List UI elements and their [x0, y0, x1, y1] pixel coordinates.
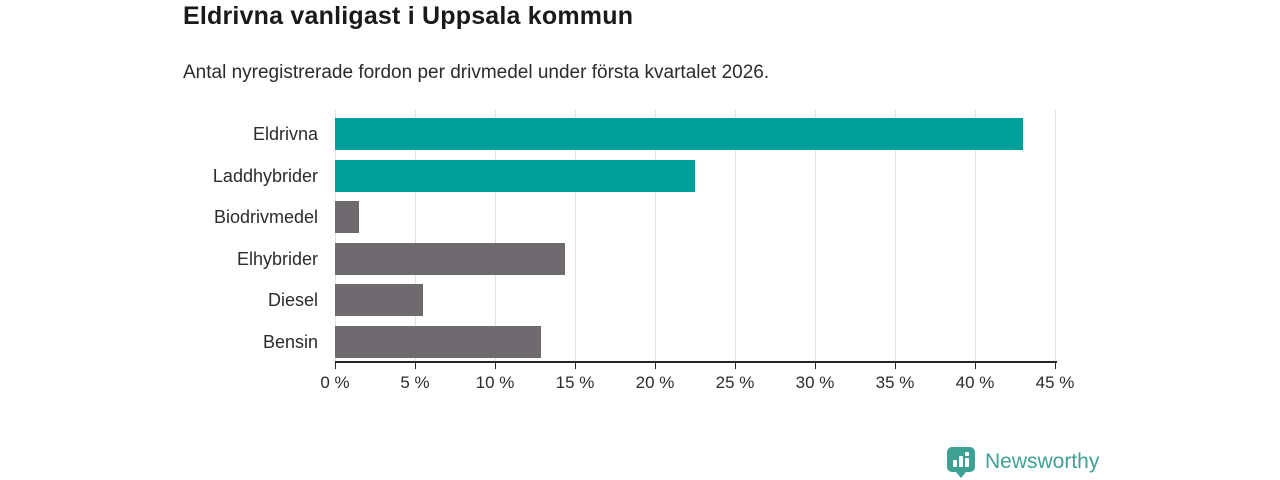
bar-diesel [335, 284, 423, 317]
plot-area: Eldrivna Laddhybrider Biodrivmedel Elhybrid… [213, 110, 1074, 392]
bar-elhybrider [335, 242, 566, 275]
x-axis-tick [735, 362, 736, 369]
gridline [895, 110, 896, 362]
bar-bensin [335, 325, 542, 358]
x-axis-tick [575, 362, 576, 369]
bar-row: Laddhybrider [213, 159, 1055, 192]
gridline [815, 110, 816, 362]
x-axis-tick-label: 25 % [715, 373, 755, 392]
gridline [735, 110, 736, 362]
bar-row: Diesel [268, 284, 1055, 317]
x-axis-tick [655, 362, 656, 369]
x-axis-tick [895, 362, 896, 369]
category-label: Laddhybrider [212, 165, 318, 186]
bar-rows: Eldrivna Laddhybrider Biodrivmedel Elhybrid… [213, 118, 1055, 358]
x-axis-tick [415, 362, 416, 369]
category-label: Elhybrider [236, 248, 318, 269]
gridline [335, 110, 336, 362]
brand-name: Newsworthy [985, 450, 1100, 473]
x-axis-tick-label: 35 % [875, 373, 915, 392]
gridline [975, 110, 976, 362]
bar-biodrivmedel [335, 201, 359, 234]
bar-laddhybrider [335, 159, 695, 192]
x-axis-tick-label: 5 % [400, 373, 430, 392]
gridline [575, 110, 576, 362]
gridline [415, 110, 416, 362]
x-axis-tick [335, 362, 336, 369]
chart-title: Eldrivna vanligast i Uppsala kommun [183, 2, 634, 30]
category-label: Diesel [267, 290, 318, 311]
chart-subtitle: Antal nyregistrerade fordon per drivmede… [183, 62, 770, 83]
x-axis-tick [495, 362, 496, 369]
category-label: Biodrivmedel [213, 207, 318, 228]
x-axis-tick-label: 20 % [635, 373, 675, 392]
bar-row: Biodrivmedel [214, 201, 1055, 234]
x-axis-line [335, 361, 1057, 363]
x-axis-tick-label: 45 % [1035, 373, 1075, 392]
brand-footer: Newsworthy [946, 446, 1099, 478]
gridline [1055, 110, 1056, 362]
x-axis-tick-label: 40 % [955, 373, 995, 392]
gridline [495, 110, 496, 362]
bar-row: Eldrivna [253, 118, 1055, 150]
category-label: Eldrivna [252, 124, 318, 144]
x-axis-tick-label: 10 % [475, 373, 515, 392]
x-axis-tick [1055, 362, 1056, 369]
x-axis-tick-label: 0 % [320, 373, 350, 392]
category-label: Bensin [262, 331, 318, 352]
bar-eldrivna [335, 118, 1023, 150]
bar-row: Elhybrider [237, 242, 1055, 275]
gridline [655, 110, 656, 362]
bar-row: Bensin [263, 325, 1055, 358]
x-axis-tick-label: 15 % [555, 373, 595, 392]
x-axis-tick [975, 362, 976, 369]
x-axis-tick [815, 362, 816, 369]
x-axis-tick-label: 30 % [795, 373, 835, 392]
newsworthy-bar-chart-pin-icon [947, 447, 975, 478]
